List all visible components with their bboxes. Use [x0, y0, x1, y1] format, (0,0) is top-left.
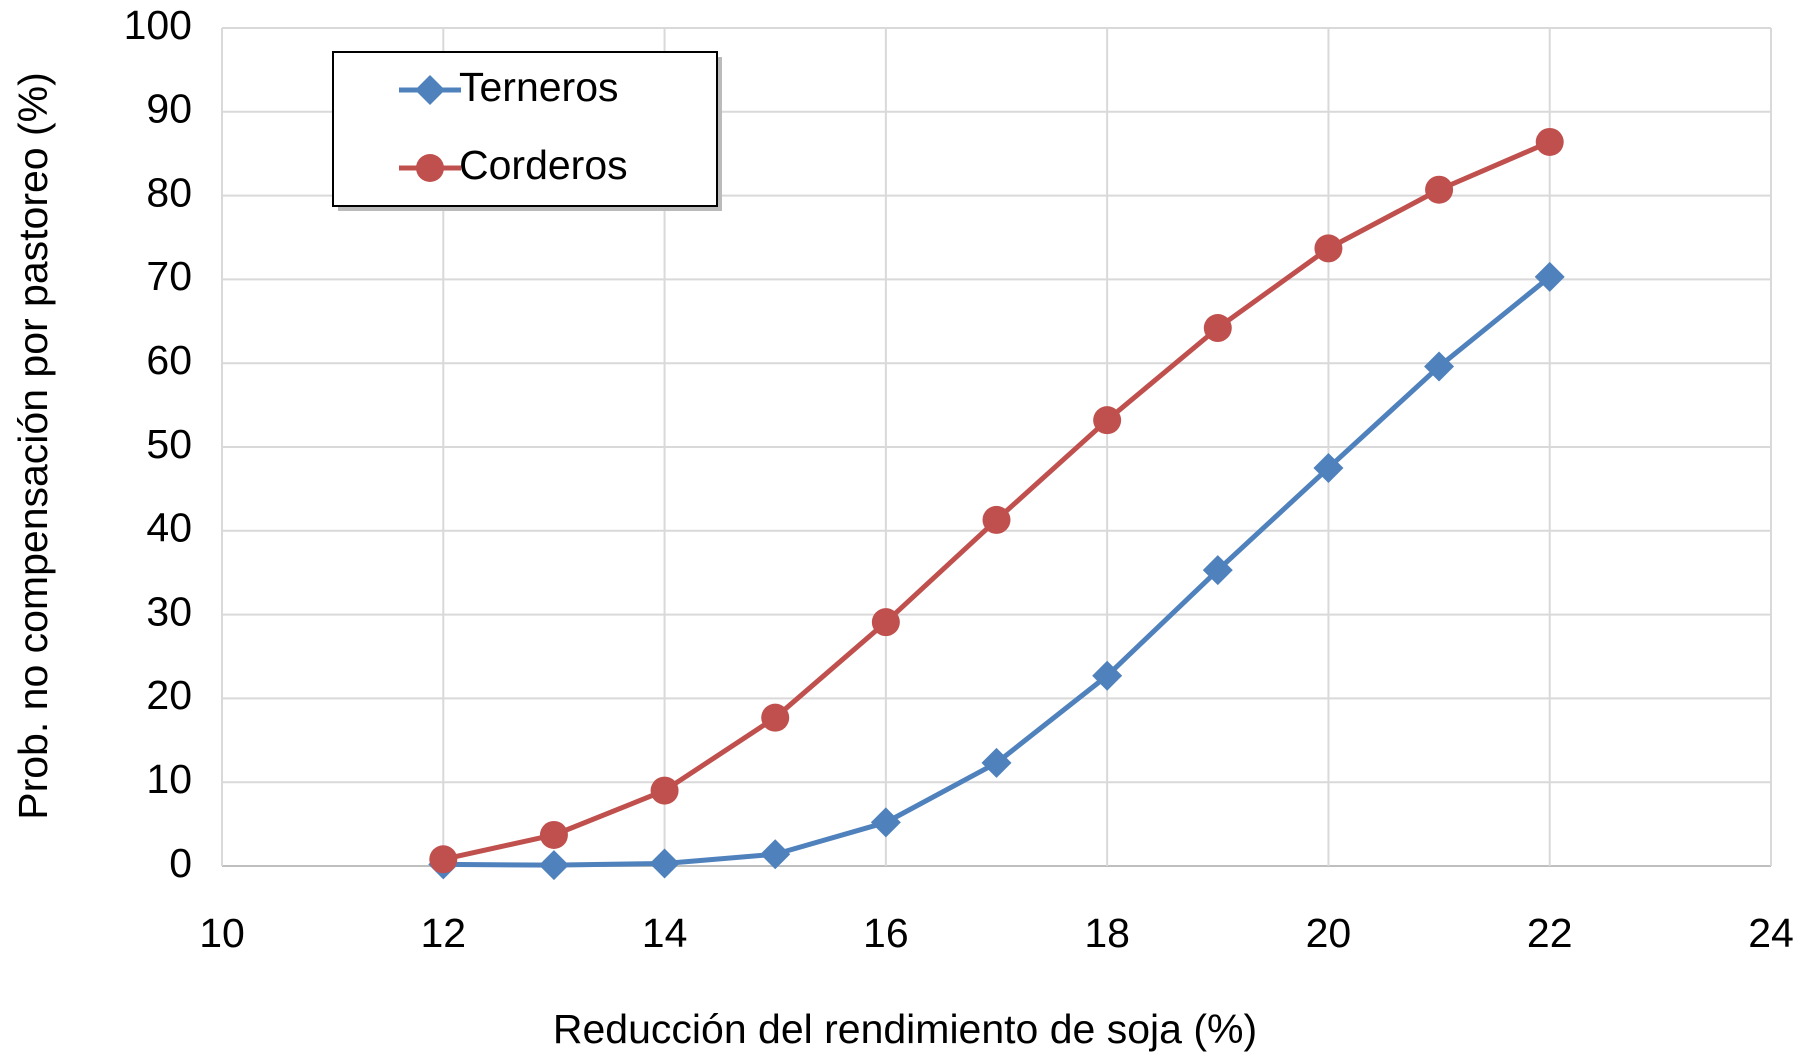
marker	[416, 154, 444, 182]
y-tick-label: 70	[146, 253, 192, 299]
marker	[650, 776, 679, 805]
marker	[1424, 351, 1455, 382]
x-tick-label: 16	[863, 910, 909, 956]
legend-box	[332, 51, 718, 207]
marker	[539, 820, 568, 849]
y-tick-label: 10	[146, 756, 192, 802]
marker	[649, 848, 680, 879]
x-axis-label: Reducción del rendimiento de soja (%)	[553, 1006, 1257, 1052]
x-tick-label: 14	[642, 910, 688, 956]
x-tick-label: 22	[1527, 910, 1573, 956]
marker	[1534, 261, 1565, 292]
y-tick-label: 100	[124, 2, 192, 48]
y-tick-label: 50	[146, 421, 192, 467]
y-tick-label: 60	[146, 337, 192, 383]
marker	[538, 850, 569, 881]
x-tick-label: 18	[1084, 910, 1130, 956]
marker	[871, 608, 900, 637]
marker	[415, 75, 445, 105]
marker	[1092, 660, 1123, 691]
marker	[761, 703, 790, 732]
x-tick-label: 24	[1748, 910, 1794, 956]
marker	[429, 845, 458, 874]
marker	[870, 807, 901, 838]
y-tick-label: 80	[146, 169, 192, 215]
y-tick-label: 0	[169, 840, 192, 886]
y-tick-label: 20	[146, 672, 192, 718]
legend-label: Corderos	[459, 142, 628, 188]
legend-label: Terneros	[459, 64, 619, 110]
marker	[1093, 406, 1122, 435]
x-tick-label: 20	[1306, 910, 1352, 956]
y-axis-label: Prob. no compensación por pastoreo (%)	[10, 72, 56, 820]
y-tick-label: 30	[146, 588, 192, 634]
marker	[981, 747, 1012, 778]
y-tick-label: 40	[146, 505, 192, 551]
marker	[1535, 127, 1564, 156]
marker	[1313, 452, 1344, 483]
marker	[1314, 234, 1343, 263]
marker	[1425, 175, 1454, 204]
marker	[1202, 555, 1233, 586]
y-tick-label: 90	[146, 86, 192, 132]
x-tick-label: 10	[199, 910, 245, 956]
marker	[760, 839, 791, 870]
legend: Terneros Corderos	[332, 51, 722, 211]
marker	[1203, 314, 1232, 343]
marker	[982, 505, 1011, 534]
x-tick-label: 12	[420, 910, 466, 956]
